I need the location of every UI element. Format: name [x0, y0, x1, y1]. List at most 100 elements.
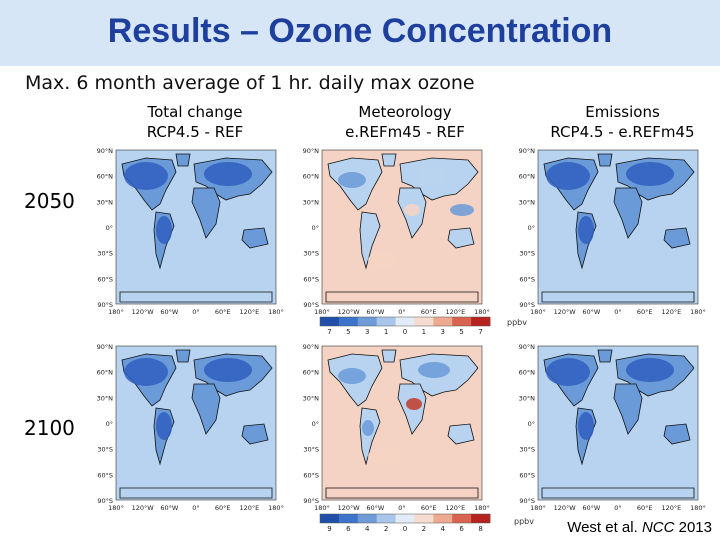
longitude-tick-label: 120°E	[239, 504, 259, 512]
column-header-emissions: Emissions RCP4.5 - e.REFm45	[535, 102, 710, 142]
anomaly-region	[418, 362, 450, 378]
colorbar-2050: 7 5 3 1 0 1 3 5 7	[318, 316, 492, 344]
continent-antarctica	[541, 487, 695, 499]
longitude-tick-label: 180°	[530, 308, 546, 316]
latitude-tick-label: 0°	[106, 420, 113, 428]
colorbar-segment	[395, 317, 415, 326]
latitude-tick-label: 90°S	[519, 301, 535, 309]
longitude-tick-label: 60°W	[160, 308, 179, 316]
column-header-line1: Meteorology	[358, 103, 452, 121]
longitude-tick-label: 120°E	[239, 308, 259, 316]
colorbar-segment	[452, 514, 472, 523]
map-content	[541, 153, 695, 303]
colorbar-segment	[357, 317, 378, 326]
anomaly-region	[620, 390, 640, 414]
longitude-tick-label: 120°W	[338, 308, 361, 316]
row-label-2100: 2100	[24, 416, 75, 440]
longitude-tick-label: 0°	[398, 308, 405, 316]
longitude-tick-label: 120°E	[445, 308, 465, 316]
anomaly-region	[406, 398, 422, 410]
anomaly-region	[124, 162, 168, 190]
colorbar-tick-label: 7	[327, 328, 331, 336]
colorbar-tick-label: 5	[459, 328, 463, 336]
colorbar-tick-label: 1	[422, 328, 426, 336]
map-panel-total-2050: 90°N 60°N 30°N 0° 30°S 60°S 90°S 180° 120°W 60°W 0…	[84, 142, 284, 324]
anomaly-region	[362, 420, 374, 436]
anomaly-region	[244, 426, 264, 438]
citation-year: 2013	[678, 519, 712, 536]
latitude-tick-label: 60°N	[303, 369, 320, 377]
anomaly-region	[626, 162, 674, 186]
colorbar-unit-2100: ppbv	[514, 517, 534, 526]
colorbar-tick-label: 9	[327, 525, 331, 533]
colorbar-segment	[433, 317, 453, 326]
continent-australia	[447, 227, 475, 249]
longitude-tick-label: 120°W	[132, 308, 155, 316]
continent-antarctica	[119, 487, 273, 499]
latitude-tick-label: 30°N	[519, 394, 536, 402]
latitude-tick-label: 60°S	[97, 275, 113, 283]
longitude-tick-label: 60°E	[215, 308, 231, 316]
latitude-tick-label: 60°S	[303, 471, 319, 479]
column-header-line2: RCP4.5 - e.REFm45	[550, 123, 695, 141]
longitude-tick-label: 0°	[614, 504, 621, 512]
citation: West et al. NCC 2013	[567, 519, 712, 536]
continent-antarctica	[325, 487, 479, 499]
longitude-tick-label: 0°	[192, 308, 199, 316]
colorbar-segment	[471, 514, 491, 523]
continent-greenland	[597, 153, 613, 167]
continent-greenland	[175, 153, 191, 167]
longitude-tick-label: 180°	[474, 504, 490, 512]
latitude-tick-label: 30°S	[97, 446, 113, 454]
colorbar-segment	[395, 514, 415, 523]
map-content	[325, 153, 479, 303]
colorbar-segment	[376, 514, 396, 523]
latitude-tick-label: 90°N	[519, 343, 536, 351]
latitude-tick-label: 90°S	[97, 301, 113, 309]
continent-greenland	[175, 349, 191, 363]
colorbar-tick-label: 1	[384, 328, 388, 336]
anomaly-region	[156, 216, 172, 244]
longitude-tick-label: 60°W	[582, 504, 601, 512]
latitude-tick-label: 30°S	[519, 446, 535, 454]
anomaly-region	[546, 162, 590, 190]
anomaly-region	[338, 172, 366, 188]
continent-antarctica	[325, 291, 479, 303]
anomaly-region	[244, 230, 264, 242]
continent-south-america	[359, 211, 381, 270]
latitude-tick-label: 90°N	[303, 147, 320, 155]
latitude-tick-label: 30°S	[519, 250, 535, 258]
anomaly-region	[204, 162, 252, 186]
longitude-tick-label: 180°	[474, 308, 490, 316]
colorbar-tick-label: 0	[403, 525, 407, 533]
longitude-tick-label: 60°E	[637, 308, 653, 316]
anomaly-region	[368, 252, 396, 268]
latitude-tick-label: 90°S	[303, 497, 319, 505]
latitude-tick-label: 90°N	[303, 343, 320, 351]
latitude-tick-label: 90°S	[519, 497, 535, 505]
longitude-tick-label: 60°E	[637, 504, 653, 512]
longitude-tick-label: 120°W	[338, 504, 361, 512]
column-header-line1: Total change	[147, 103, 243, 121]
page-title: Results – Ozone Concentration	[107, 12, 613, 50]
colorbar-tick-label: 3	[365, 328, 369, 336]
latitude-tick-label: 30°N	[303, 394, 320, 402]
colorbar-2100: 9 6 4 2 0 2 4 6 8	[318, 513, 492, 541]
anomaly-region	[124, 358, 168, 386]
latitude-tick-label: 60°N	[519, 369, 536, 377]
latitude-tick-label: 60°N	[97, 369, 114, 377]
colorbar-tick-label: 8	[478, 525, 482, 533]
longitude-tick-label: 120°E	[661, 308, 681, 316]
anomaly-region	[578, 216, 594, 244]
map-content	[119, 153, 273, 303]
longitude-tick-label: 180°	[108, 504, 124, 512]
colorbar-segment	[320, 514, 340, 523]
latitude-tick-label: 30°N	[303, 198, 320, 206]
map-content	[325, 349, 479, 499]
longitude-tick-label: 60°E	[215, 504, 231, 512]
latitude-tick-label: 90°S	[97, 497, 113, 505]
longitude-tick-label: 180°	[108, 308, 124, 316]
